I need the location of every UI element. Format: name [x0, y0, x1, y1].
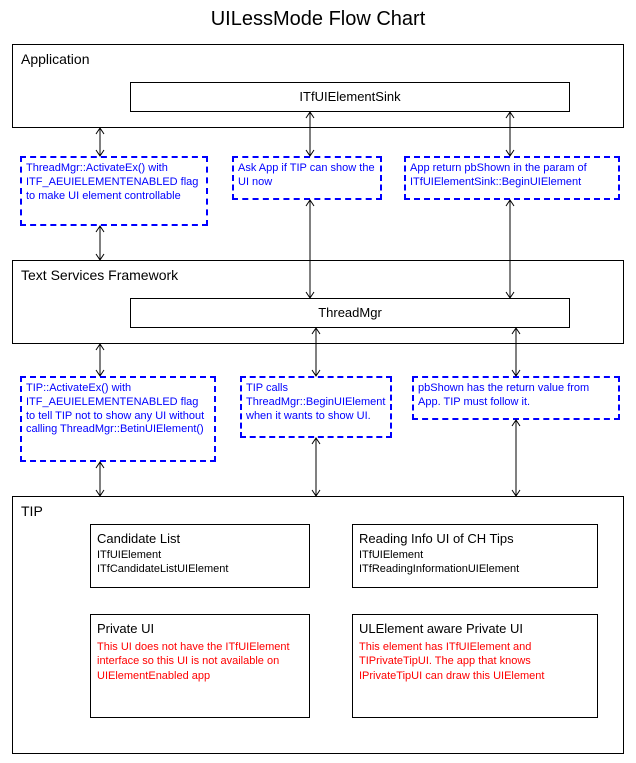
application-label: Application [13, 45, 623, 73]
note-activateex-app: ThreadMgr::ActivateEx() with ITF_AEUIELE… [20, 156, 208, 226]
tip-label: TIP [13, 497, 623, 525]
note-pbshown-return: App return pbShown in the param of ITfUI… [404, 156, 620, 200]
note-tip-calls: TIP calls ThreadMgr::BeginUIElement when… [240, 376, 392, 438]
private-ui-box: Private UI This UI does not have the ITf… [90, 614, 310, 718]
private-red: This UI does not have the ITfUIElement i… [97, 640, 303, 683]
reading-sub2: ITfReadingInformationUIElement [359, 562, 591, 576]
candidate-sub1: ITfUIElement [97, 548, 303, 562]
note-activateex-tip: TIP::ActivateEx() with ITF_AEUIELEMENTEN… [20, 376, 216, 462]
ulelement-red: This element has ITfUIElement and TIPriv… [359, 640, 591, 683]
candidate-title: Candidate List [97, 531, 303, 546]
note-pbshown-follow: pbShown has the return value from App. T… [412, 376, 620, 420]
private-title: Private UI [97, 621, 303, 636]
tsf-label: Text Services Framework [13, 261, 623, 289]
chart-title: UILessMode Flow Chart [0, 0, 636, 41]
tsf-inner-box: ThreadMgr [130, 298, 570, 328]
note-ask-app: Ask App if TIP can show the UI now [232, 156, 382, 200]
application-inner-box: ITfUIElementSink [130, 82, 570, 112]
ulelement-box: ULElement aware Private UI This element … [352, 614, 598, 718]
reading-title: Reading Info UI of CH Tips [359, 531, 591, 546]
reading-info-box: Reading Info UI of CH Tips ITfUIElement … [352, 524, 598, 588]
ulelement-title: ULElement aware Private UI [359, 621, 591, 636]
reading-sub1: ITfUIElement [359, 548, 591, 562]
candidate-list-box: Candidate List ITfUIElement ITfCandidate… [90, 524, 310, 588]
candidate-sub2: ITfCandidateListUIElement [97, 562, 303, 576]
